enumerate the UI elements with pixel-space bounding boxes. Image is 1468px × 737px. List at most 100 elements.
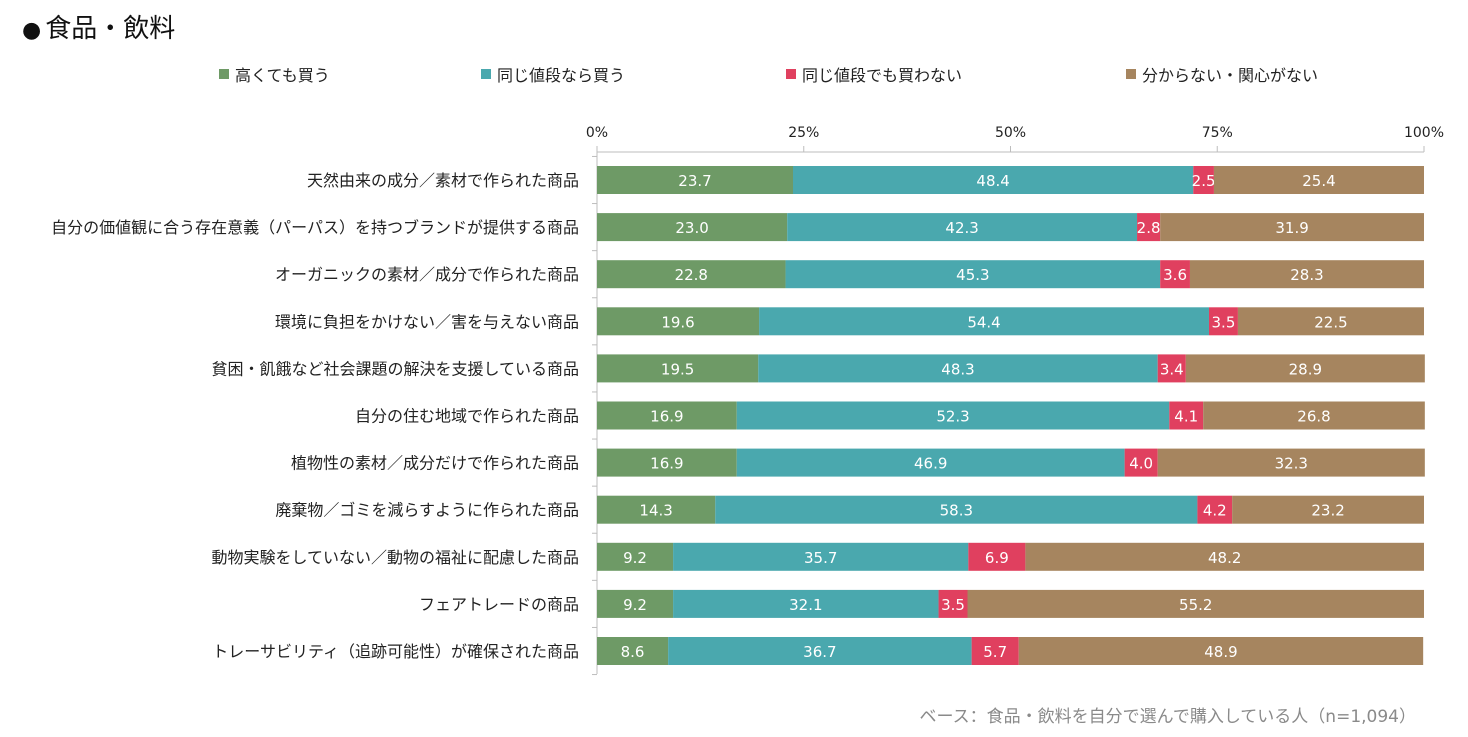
x-tick-label: 25% (788, 125, 819, 141)
bar-segment (1237, 307, 1424, 336)
data-label: 48.4 (976, 172, 1009, 190)
data-label: 48.9 (1204, 643, 1237, 661)
legend-item-1: 同じ値段なら買う (481, 62, 625, 86)
data-label: 8.6 (621, 643, 645, 661)
data-label: 9.2 (623, 596, 647, 614)
legend-swatch-1 (481, 69, 491, 79)
bar-segment (792, 166, 1194, 194)
data-label: 5.7 (983, 643, 1007, 661)
data-label: 14.3 (639, 502, 672, 520)
data-label: 28.9 (1289, 360, 1322, 378)
bar-segment (1193, 166, 1214, 194)
bar-segment (673, 589, 939, 618)
bar-segment (597, 542, 674, 571)
legend-item-0: 高くても買う (219, 62, 330, 86)
category-label: 環境に負担をかけない／害を与えない商品 (275, 312, 579, 331)
bar-segment (1160, 213, 1424, 242)
data-label: 19.6 (661, 313, 694, 331)
category-label: 自分の住む地域で作られた商品 (355, 407, 579, 426)
data-label: 9.2 (623, 549, 647, 567)
category-label: トレーサビリティ（追跡可能性）が確保された商品 (212, 642, 579, 661)
data-label: 2.5 (1192, 172, 1216, 190)
category-label: 動物実験をしていない／動物の福祉に配慮した商品 (211, 548, 579, 567)
category-label: 貧困・飢餓など社会課題の解決を支援している商品 (211, 359, 579, 378)
legend-item-3: 分からない・関心がない (1126, 62, 1318, 86)
bullet-icon: ● (22, 18, 42, 43)
bar-segment (1213, 166, 1424, 194)
data-label: 32.3 (1275, 455, 1308, 473)
chart-title-text: 食品・飲料 (45, 14, 176, 44)
bar-segment (673, 542, 969, 571)
legend: 高くても買う 同じ値段なら買う 同じ値段でも買わない 分からない・関心がない (0, 62, 1468, 86)
bar-segment (1160, 260, 1190, 289)
bar-segment (597, 495, 716, 524)
bar-segment (785, 260, 1161, 289)
bar-segment (1189, 260, 1424, 289)
data-label: 35.7 (804, 549, 837, 567)
data-label: 48.3 (941, 360, 974, 378)
data-label: 2.8 (1137, 219, 1161, 237)
bar-segment (1124, 448, 1158, 477)
bar-segment (597, 354, 759, 383)
legend-label-3: 分からない・関心がない (1142, 66, 1319, 85)
bar-segment (758, 354, 1158, 383)
data-label: 4.0 (1129, 455, 1153, 473)
category-label: オーガニックの素材／成分で作られた商品 (275, 265, 579, 284)
legend-label-1: 同じ値段なら買う (497, 66, 626, 85)
legend-item-2: 同じ値段でも買わない (786, 62, 962, 86)
bar-segment (759, 307, 1209, 336)
data-label: 28.3 (1290, 266, 1323, 284)
bar-segment (668, 637, 972, 665)
bar-segment (597, 589, 674, 618)
data-label: 45.3 (956, 266, 989, 284)
data-label: 52.3 (936, 408, 969, 426)
data-label: 42.3 (945, 219, 978, 237)
bar-segment (1169, 401, 1204, 430)
bar-segment (787, 213, 1138, 242)
bar-segment (597, 260, 786, 289)
bar-segment (1208, 307, 1238, 336)
bar-segment (1137, 213, 1161, 242)
data-label: 3.5 (1212, 313, 1236, 331)
data-label: 16.9 (650, 455, 683, 473)
legend-label-2: 同じ値段でも買わない (802, 66, 963, 85)
category-label: 自分の価値観に合う存在意義（パーパス）を持つブランドが提供する商品 (51, 218, 579, 237)
bar-segment (1018, 637, 1424, 665)
bar-segment (1197, 495, 1233, 524)
category-label: 廃棄物／ゴミを減らすように作られた商品 (275, 501, 579, 520)
bar-segment (597, 637, 669, 665)
data-label: 4.1 (1174, 408, 1198, 426)
data-label: 22.8 (675, 266, 708, 284)
bar-segment (736, 401, 1170, 430)
data-label: 31.9 (1275, 219, 1308, 237)
x-tick-label: 75% (1202, 125, 1233, 141)
bar-segment (967, 589, 1424, 618)
bar-segment (968, 542, 1026, 571)
bar-segment (597, 166, 793, 194)
data-label: 32.1 (789, 596, 822, 614)
bar-segment (1157, 354, 1186, 383)
bar-segment (597, 213, 788, 242)
data-label: 3.5 (941, 596, 965, 614)
bar-segment (597, 307, 760, 336)
x-tick-label: 0% (586, 125, 608, 141)
data-label: 23.7 (678, 172, 711, 190)
data-label: 4.2 (1203, 502, 1227, 520)
category-label: 植物性の素材／成分だけで作られた商品 (291, 454, 579, 473)
data-label: 16.9 (650, 408, 683, 426)
bar-segment (597, 448, 737, 477)
category-label: 天然由来の成分／素材で作られた商品 (307, 171, 579, 190)
data-label: 26.8 (1297, 408, 1330, 426)
x-tick-label: 50% (995, 125, 1026, 141)
data-label: 19.5 (661, 360, 694, 378)
bar-segment (1203, 401, 1425, 430)
bar-segment (715, 495, 1198, 524)
bar-segment (1157, 448, 1425, 477)
data-label: 22.5 (1314, 313, 1347, 331)
x-tick-label: 100% (1404, 125, 1444, 141)
legend-swatch-2 (786, 69, 796, 79)
legend-swatch-3 (1126, 69, 1136, 79)
data-label: 36.7 (803, 643, 836, 661)
bar-segment (1185, 354, 1425, 383)
